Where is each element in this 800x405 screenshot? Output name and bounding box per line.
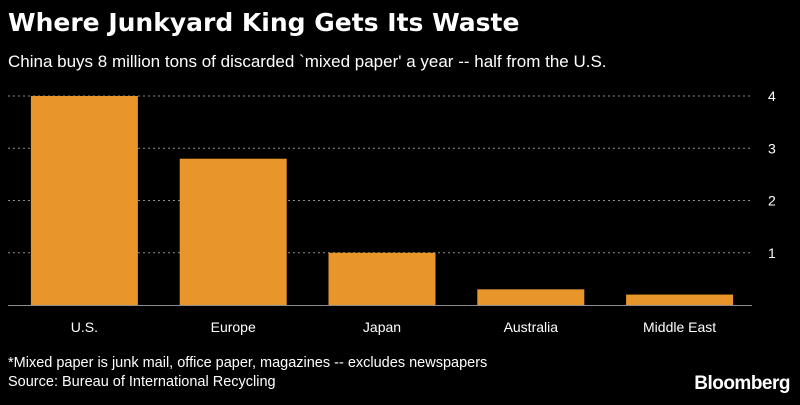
y-tick-label: 3 xyxy=(768,140,776,156)
bar-japan xyxy=(328,252,436,305)
x-tick-label: U.S. xyxy=(71,319,98,335)
x-tick-labels: U.S. Europe Japan Australia Middle East xyxy=(71,319,716,335)
bar-australia xyxy=(477,289,585,305)
bar-u-s xyxy=(30,96,138,305)
source-note: Source: Bureau of International Recyclin… xyxy=(8,374,276,390)
x-tick-label: Middle East xyxy=(643,319,716,335)
y-tick-label: 2 xyxy=(768,193,776,209)
bar-middle-east xyxy=(626,294,734,305)
chart-title: Where Junkyard King Gets Its Waste xyxy=(8,8,520,37)
x-tick-label: Australia xyxy=(504,319,559,335)
bars xyxy=(30,96,734,305)
x-tick-label: Europe xyxy=(211,319,256,335)
y-tick-label: 1 xyxy=(768,245,776,261)
y-tick-labels: 1 2 3 4 xyxy=(768,88,776,261)
y-tick-label: 4 xyxy=(768,88,776,104)
chart-subtitle: China buys 8 million tons of discarded `… xyxy=(8,52,607,71)
bar-europe xyxy=(179,158,287,305)
footnote: *Mixed paper is junk mail, office paper,… xyxy=(8,355,488,371)
x-tick-label: Japan xyxy=(363,319,401,335)
bloomberg-logo: Bloomberg xyxy=(694,373,790,394)
